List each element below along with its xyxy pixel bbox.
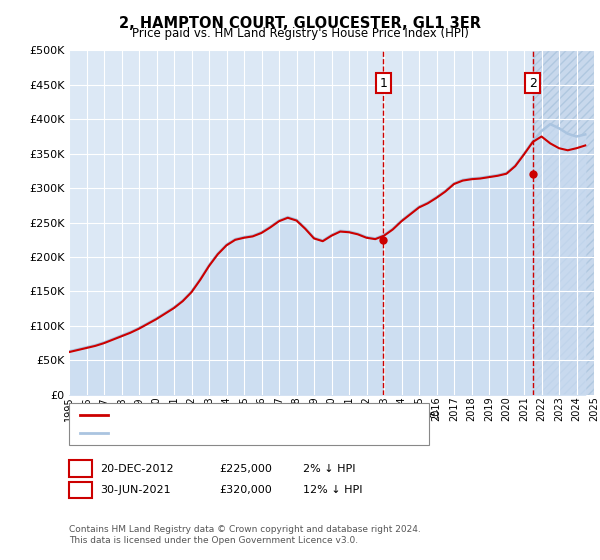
Text: 30-JUN-2021: 30-JUN-2021 bbox=[100, 485, 171, 495]
Text: Price paid vs. HM Land Registry's House Price Index (HPI): Price paid vs. HM Land Registry's House … bbox=[131, 27, 469, 40]
Text: Contains HM Land Registry data © Crown copyright and database right 2024.
This d: Contains HM Land Registry data © Crown c… bbox=[69, 525, 421, 545]
Bar bbox=[533, 50, 594, 395]
Text: 2, HAMPTON COURT, GLOUCESTER, GL1 3ER (detached house): 2, HAMPTON COURT, GLOUCESTER, GL1 3ER (d… bbox=[113, 410, 439, 420]
Text: 20-DEC-2012: 20-DEC-2012 bbox=[100, 464, 174, 474]
Text: 2, HAMPTON COURT, GLOUCESTER, GL1 3ER: 2, HAMPTON COURT, GLOUCESTER, GL1 3ER bbox=[119, 16, 481, 31]
Text: £320,000: £320,000 bbox=[219, 485, 272, 495]
Text: 2: 2 bbox=[77, 483, 84, 497]
Text: 1: 1 bbox=[77, 462, 84, 475]
Text: £225,000: £225,000 bbox=[219, 464, 272, 474]
Text: 2: 2 bbox=[529, 77, 536, 90]
Text: HPI: Average price, detached house, Gloucester: HPI: Average price, detached house, Glou… bbox=[113, 428, 362, 438]
Text: 12% ↓ HPI: 12% ↓ HPI bbox=[303, 485, 362, 495]
Text: 1: 1 bbox=[379, 77, 387, 90]
Text: 2% ↓ HPI: 2% ↓ HPI bbox=[303, 464, 355, 474]
